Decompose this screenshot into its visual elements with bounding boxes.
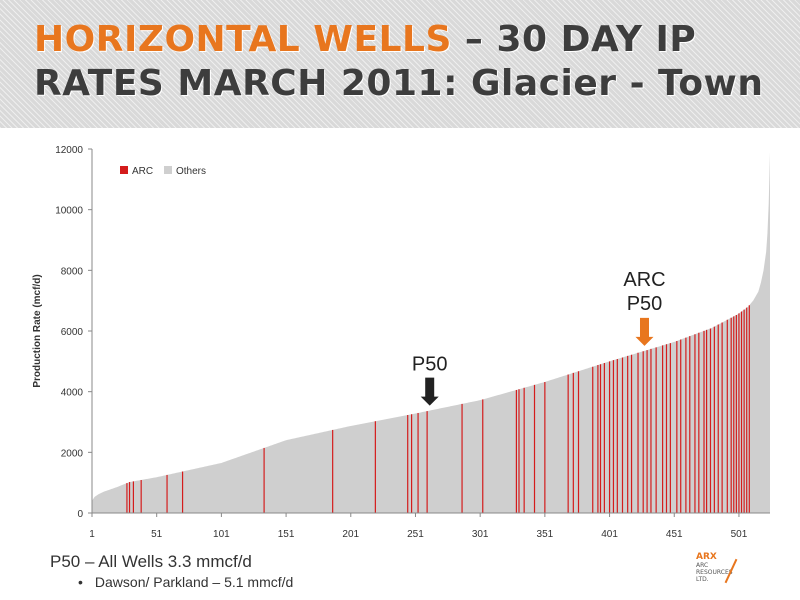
arc-p50-arrow-icon <box>635 317 654 346</box>
y-tick-label: 0 <box>77 509 83 520</box>
p50-annotation-label: P50 <box>412 354 448 376</box>
x-tick-label: 451 <box>666 529 683 540</box>
p50-arrow-icon <box>420 377 439 406</box>
others-bars <box>92 152 770 513</box>
y-tick-label: 2000 <box>61 448 84 459</box>
legend-swatch-others <box>164 166 172 174</box>
footer-bullet-text: Dawson/ Parkland – 5.1 mmcf/d <box>94 574 294 590</box>
y-tick-label: 10000 <box>55 206 83 217</box>
x-tick-label: 51 <box>151 529 163 540</box>
x-tick-label: 351 <box>537 529 554 540</box>
x-tick-label: 251 <box>407 529 424 540</box>
y-axis-label: Production Rate (mcf/d) <box>32 274 43 387</box>
title-banner <box>0 0 800 128</box>
y-tick-label: 6000 <box>61 327 84 338</box>
y-tick-label: 12000 <box>55 145 83 156</box>
x-tick-label: 101 <box>213 529 230 540</box>
y-tick-label: 8000 <box>61 266 84 277</box>
footer-bullet-item: • Dawson/ Parkland – 5.1 mmcf/d <box>78 574 293 590</box>
x-tick-label: 151 <box>278 529 295 540</box>
arc-p50-annotation-line1: ARC <box>623 269 665 291</box>
title-rest: – 30 DAY IP RATES MARCH 2011: Glacier - … <box>34 19 764 104</box>
legend-swatch-arc <box>120 166 128 174</box>
legend-label-arc: ARC <box>132 166 153 177</box>
x-tick-label: 201 <box>342 529 359 540</box>
page-title: HORIZONTAL WELLS – 30 DAY IP RATES MARCH… <box>34 18 794 106</box>
x-tick-label: 501 <box>731 529 748 540</box>
y-tick-label: 4000 <box>61 388 84 399</box>
x-tick-label: 301 <box>472 529 489 540</box>
logo-mark: ARX <box>696 552 717 562</box>
logo-sub-3: LTD. <box>696 576 709 583</box>
logo-sub-2: RESOURCES <box>696 569 733 576</box>
logo-sub-1: ARC <box>696 562 709 569</box>
footer-p50-all-wells: P50 – All Wells 3.3 mmcf/d <box>50 552 252 571</box>
x-tick-label: 1 <box>89 529 95 540</box>
x-tick-label: 401 <box>601 529 618 540</box>
title-accent: HORIZONTAL WELLS <box>34 19 452 60</box>
company-logo: ARX ARC RESOURCES LTD. <box>696 552 746 588</box>
legend-label-others: Others <box>176 166 206 177</box>
arc-p50-annotation-line2: P50 <box>627 293 663 315</box>
bullet-dot: • <box>78 574 83 590</box>
